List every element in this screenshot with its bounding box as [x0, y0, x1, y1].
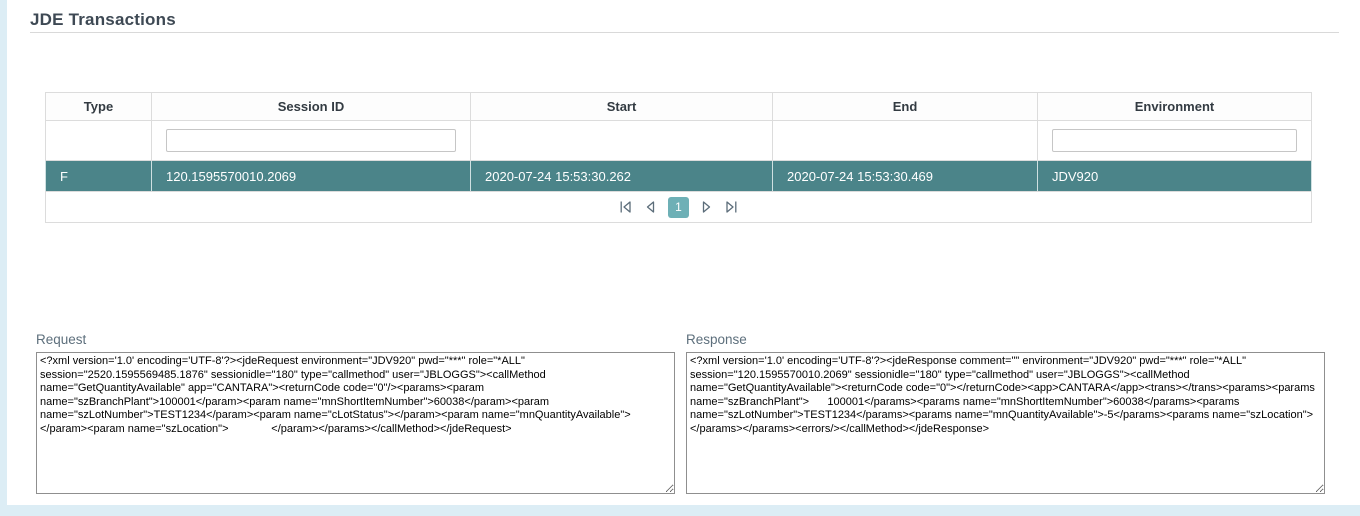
filter-cell-type [45, 120, 152, 161]
response-textarea[interactable]: <?xml version='1.0' encoding='UTF-8'?><j… [686, 352, 1325, 494]
page-header: JDE Transactions [30, 0, 1339, 33]
previous-page-button[interactable] [645, 200, 655, 214]
environment-filter-input[interactable] [1052, 129, 1297, 152]
pagination-row: 1 [45, 191, 1312, 223]
paginator: 1 [46, 196, 1311, 218]
first-page-icon [619, 200, 632, 214]
content-card: JDE Transactions Type Session ID Start E… [7, 0, 1360, 505]
request-label: Request [36, 332, 87, 347]
filter-cell-environment [1037, 120, 1312, 161]
cell-end[interactable]: 2020-07-24 15:53:30.469 [772, 160, 1038, 192]
cell-session-id[interactable]: 120.1595570010.2069 [151, 160, 471, 192]
column-header-type: Type [45, 92, 152, 121]
previous-page-icon [645, 200, 655, 214]
column-header-end: End [772, 92, 1038, 121]
last-page-icon [725, 200, 738, 214]
page-title: JDE Transactions [30, 10, 176, 29]
cell-environment[interactable]: JDV920 [1037, 160, 1312, 192]
last-page-button[interactable] [725, 200, 738, 214]
page-number-button[interactable]: 1 [668, 196, 689, 218]
cell-start[interactable]: 2020-07-24 15:53:30.262 [470, 160, 773, 192]
table-header-row: Type Session ID Start End Environment [45, 92, 1312, 121]
response-label: Response [686, 332, 747, 347]
table-filter-row [45, 120, 1312, 161]
session-id-filter-input[interactable] [166, 129, 456, 152]
first-page-button[interactable] [619, 200, 632, 214]
cell-type[interactable]: F [45, 160, 152, 192]
transactions-table: Type Session ID Start End Environment [45, 92, 1312, 223]
table-row[interactable]: F 120.1595570010.2069 2020-07-24 15:53:3… [45, 160, 1312, 192]
column-header-start: Start [470, 92, 773, 121]
column-header-environment: Environment [1037, 92, 1312, 121]
filter-cell-end [772, 120, 1038, 161]
next-page-icon [702, 200, 712, 214]
filter-cell-start [470, 120, 773, 161]
filter-cell-session-id [151, 120, 471, 161]
column-header-session-id: Session ID [151, 92, 471, 121]
request-textarea[interactable]: <?xml version='1.0' encoding='UTF-8'?><j… [36, 352, 675, 494]
next-page-button[interactable] [702, 200, 712, 214]
